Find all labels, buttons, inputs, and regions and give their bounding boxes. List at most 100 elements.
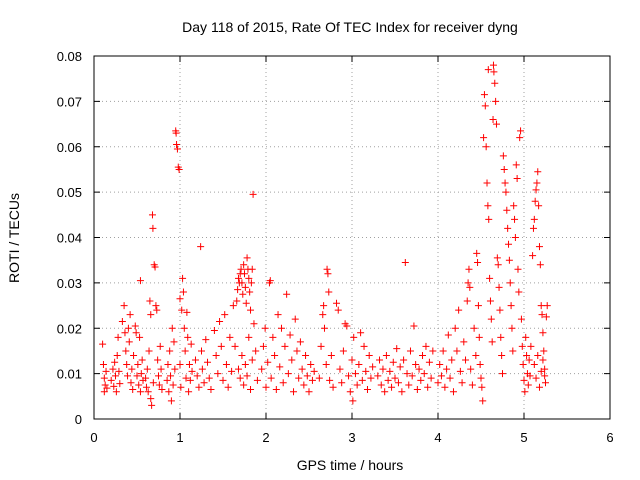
data-point <box>221 311 229 319</box>
data-point <box>348 356 356 364</box>
data-point <box>403 370 411 378</box>
data-point <box>155 372 162 380</box>
data-point <box>259 342 267 350</box>
data-point <box>136 277 144 285</box>
data-point <box>239 290 247 298</box>
data-point <box>324 270 332 278</box>
data-point <box>475 333 483 341</box>
data-point <box>532 374 540 382</box>
data-point <box>499 152 507 160</box>
data-point <box>234 365 242 373</box>
y-axis-label: ROTI / TECUs <box>6 193 22 283</box>
data-point <box>464 279 472 287</box>
data-point <box>534 351 542 359</box>
data-point <box>147 311 155 319</box>
data-point <box>284 370 292 378</box>
data-point <box>261 324 269 332</box>
data-point <box>310 367 318 375</box>
data-point <box>155 381 163 389</box>
data-point <box>338 379 346 387</box>
data-point <box>542 313 550 321</box>
data-point <box>534 168 542 176</box>
data-point <box>200 379 208 387</box>
data-point <box>532 186 540 194</box>
data-point <box>474 302 482 310</box>
data-point <box>350 333 358 341</box>
data-point <box>400 356 408 364</box>
data-point <box>530 215 538 223</box>
data-point <box>325 288 333 296</box>
data-point <box>179 288 187 296</box>
ticks-layer: 0 1 2 3 4 5 6 0 0.01 0.02 0.03 0.04 0.05 0.06 0.07 0.08 <box>57 49 614 445</box>
data-point <box>333 299 341 307</box>
data-point <box>267 374 275 382</box>
data-point <box>472 351 480 359</box>
data-point <box>367 374 375 382</box>
data-point <box>226 333 234 341</box>
data-point <box>271 351 279 359</box>
data-point <box>443 365 451 373</box>
data-point <box>500 165 508 173</box>
data-point <box>477 374 485 382</box>
data-point <box>334 306 342 314</box>
data-point <box>202 336 210 344</box>
data-point <box>157 365 165 373</box>
data-point <box>241 361 249 369</box>
y-tick-label: 0.06 <box>57 140 82 155</box>
data-point <box>132 329 140 337</box>
data-point <box>394 379 402 387</box>
data-point <box>264 358 272 366</box>
data-point <box>484 66 492 74</box>
data-point <box>535 202 543 210</box>
data-point <box>246 288 254 296</box>
data-point <box>508 324 516 332</box>
data-point <box>323 265 331 273</box>
data-point <box>99 340 107 348</box>
data-point <box>124 324 132 332</box>
data-point <box>288 356 296 364</box>
data-point <box>451 324 459 332</box>
data-point <box>238 279 246 287</box>
data-point <box>539 356 547 364</box>
data-point <box>185 388 193 396</box>
data-point <box>526 372 534 380</box>
data-point <box>417 376 425 384</box>
data-point <box>148 211 156 219</box>
data-point <box>191 356 199 364</box>
data-point <box>107 376 115 384</box>
data-point <box>536 261 544 269</box>
data-point <box>517 127 525 135</box>
data-point <box>222 361 230 369</box>
data-point <box>100 388 108 396</box>
data-point <box>384 376 392 384</box>
data-point <box>437 372 445 380</box>
data-point <box>216 317 224 325</box>
data-point <box>177 383 185 391</box>
data-point <box>240 381 248 389</box>
data-point <box>183 308 191 316</box>
data-point <box>103 384 111 392</box>
data-point <box>386 367 394 375</box>
data-point <box>272 386 280 394</box>
data-point <box>315 374 323 382</box>
data-point <box>388 383 396 391</box>
data-point <box>224 383 232 391</box>
data-point <box>467 365 475 373</box>
data-point <box>158 386 166 394</box>
data-point <box>247 386 255 394</box>
data-point <box>346 388 354 396</box>
data-point <box>219 376 227 384</box>
data-point <box>515 288 523 296</box>
data-point <box>492 97 500 105</box>
data-point <box>195 383 203 391</box>
data-point <box>535 383 543 391</box>
data-point <box>298 365 306 373</box>
data-point <box>349 397 357 405</box>
data-point <box>186 376 194 384</box>
data-point <box>485 215 493 223</box>
data-point <box>182 374 190 382</box>
data-point <box>473 249 481 257</box>
data-point <box>465 265 473 273</box>
data-point <box>391 374 399 382</box>
